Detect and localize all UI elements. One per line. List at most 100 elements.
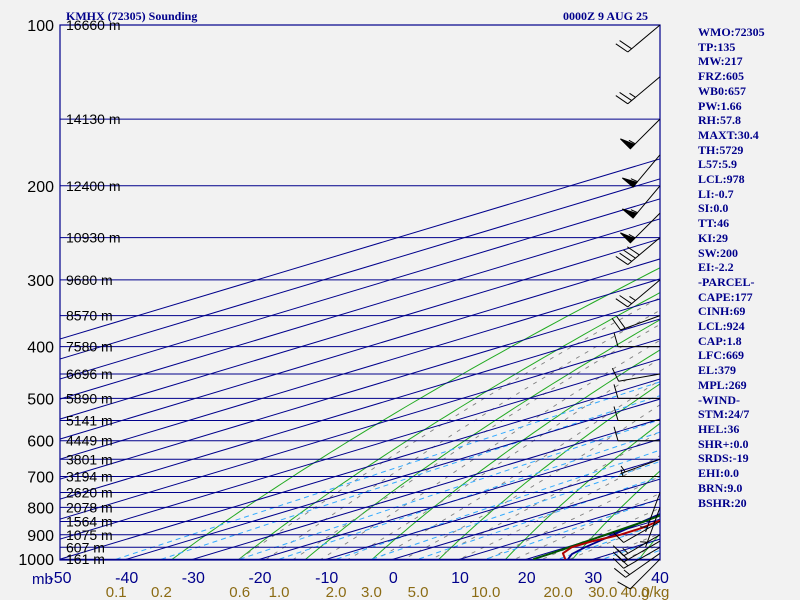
wind-barb-staff (640, 492, 661, 533)
index-item: EHI:0.0 (698, 466, 740, 481)
height-level-label: 5890 m (66, 390, 113, 406)
moist-adiabat (373, 379, 660, 560)
index-item: LCL:924 (698, 319, 745, 334)
isotherm (60, 378, 660, 560)
mixing-ratio-label: 3.0 (361, 584, 382, 600)
height-level-label: 607 m (66, 539, 105, 555)
height-level-label: 8570 m (66, 308, 113, 324)
pressure-tick-label: 200 (27, 179, 54, 196)
temperature-axis: -50 -40 -30 -20 -10 0 10 20 30 40 (48, 570, 669, 587)
height-level-label: 3801 m (66, 451, 113, 467)
wind-barb-staff (611, 367, 661, 382)
isotherm (60, 158, 660, 340)
height-level-label: 3194 m (66, 469, 113, 485)
index-item: TT:46 (698, 216, 730, 231)
mixing-ratio-label: 2.0 (326, 584, 347, 600)
temperature-tick-label: 40 (651, 570, 669, 587)
wind-barb (613, 384, 660, 399)
height-level-label: 10930 m (66, 230, 120, 246)
pressure-tick-label: 800 (27, 500, 54, 517)
plot-frame (59, 24, 661, 561)
wind-barb-staff (612, 534, 661, 557)
wind-barb (611, 367, 661, 382)
height-level-label: 9680 m (66, 272, 113, 288)
height-level-label: 1564 m (66, 514, 113, 530)
pressure-tick-label: 100 (27, 18, 54, 35)
moist-adiabat (318, 339, 660, 560)
moist-adiabat (401, 404, 660, 560)
height-level-label: 16660 m (66, 17, 120, 33)
wind-barb-staff (617, 558, 661, 590)
wind-barb-staff (613, 406, 660, 421)
index-item: CAP:1.8 (698, 333, 742, 348)
wind-barb-staff (615, 279, 661, 308)
isotherm (60, 198, 660, 380)
moist-adiabat (291, 323, 660, 560)
height-level-label: 161 m (66, 551, 105, 567)
height-level-label: 1075 m (66, 527, 113, 543)
wind-barb-staff (615, 237, 661, 266)
dry-adiabat (303, 319, 660, 560)
wind-barb-staff (613, 332, 660, 348)
wind-barb (615, 76, 661, 105)
height-level-label: 4449 m (66, 433, 113, 449)
wind-barb-staff (628, 118, 661, 150)
isotherm (60, 258, 660, 440)
wind-barb-staff (613, 552, 661, 578)
isotherm (188, 418, 660, 560)
pressure-unit-label: mb (32, 571, 53, 588)
pressure-tick-label: 700 (27, 470, 54, 487)
dry-adiabat (570, 470, 660, 560)
isotherm (60, 218, 660, 400)
wind-barb-staff (615, 76, 661, 105)
temperature-trace (561, 519, 660, 560)
index-item: CINH:69 (698, 304, 746, 319)
index-item: EI:-2.2 (698, 260, 734, 275)
isobars (59, 24, 661, 561)
index-item: SRDS:-19 (698, 451, 749, 466)
isotherm (255, 438, 660, 560)
mixing-ratio-line (157, 395, 660, 560)
height-level-label: 12400 m (66, 178, 120, 194)
isotherm (322, 458, 660, 560)
wind-barb (615, 279, 661, 308)
wind-barb-staff (615, 24, 661, 53)
height-level-label: 6696 m (66, 366, 113, 382)
mixing-ratio-labels: g/kg 0.1 0.2 0.6 1.0 2.0 3.0 5.0 10.0 20.0 30.0 40… (106, 584, 670, 600)
wind-barb (621, 185, 661, 219)
sounding-indices-panel: WMO:72305 TP:135 MW:217 FRZ:605 WB0:657 PW:1.… (698, 25, 798, 510)
wind-barb (611, 315, 661, 331)
isotherm (60, 358, 660, 540)
pressure-tick-label: 500 (27, 391, 54, 408)
isotherm (60, 298, 660, 480)
mixing-ratio-unit-label: g/kg (641, 584, 669, 600)
temperature-tick-label: -30 (182, 570, 205, 587)
index-item: KI:29 (698, 230, 728, 245)
temperature-tick-label: 10 (451, 570, 469, 587)
index-item: MW:217 (698, 54, 743, 69)
index-item: SHR+:0.0 (698, 436, 749, 451)
wind-barb (620, 458, 661, 475)
wind-barb (640, 492, 661, 533)
index-item: MAXT:30.4 (698, 127, 759, 142)
temperature-tick-label: -40 (115, 570, 138, 587)
wind-barb-staff (611, 315, 661, 331)
mixing-ratio-label: 30.0 (588, 584, 617, 600)
dry-adiabat (437, 383, 660, 560)
index-item: MPL:269 (698, 377, 747, 392)
wind-barb-flag (621, 177, 638, 188)
wind-barb-staff (630, 154, 661, 188)
moist-adiabat (511, 492, 660, 560)
index-item: SI:0.0 (698, 201, 729, 216)
wind-barbs (611, 24, 661, 590)
isotherm (122, 398, 660, 560)
index-item: RH:57.8 (698, 113, 741, 128)
wind-barb (612, 534, 661, 557)
mixing-ratio-label: 5.0 (408, 584, 429, 600)
index-item: TH:5729 (698, 142, 744, 157)
moist-adiabat (429, 430, 660, 560)
mixing-ratio-line (275, 431, 660, 560)
wind-barb (615, 237, 661, 266)
